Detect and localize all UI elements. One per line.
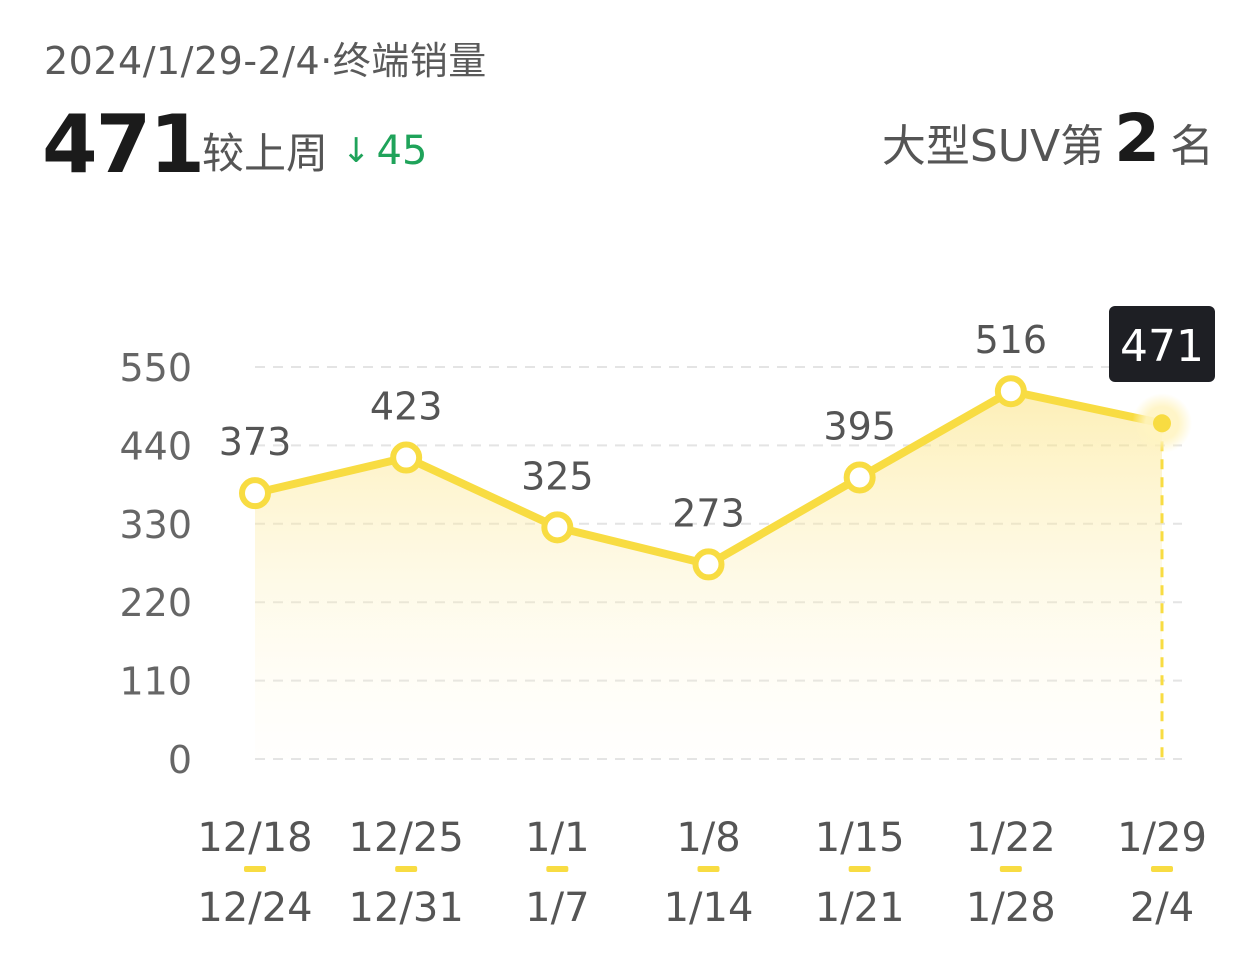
y-tick-label: 110	[119, 660, 192, 704]
data-point	[239, 477, 271, 510]
week-comparison: 较上周 ↓ 45	[202, 120, 427, 181]
x-tick-start: 12/18	[197, 815, 312, 861]
y-tick-label: 440	[119, 424, 192, 468]
x-tick-dash	[848, 866, 871, 872]
tooltip-value: 471	[1120, 321, 1204, 372]
data-label: 373	[219, 420, 292, 464]
data-point	[843, 461, 876, 494]
x-tick-end: 1/28	[966, 885, 1056, 931]
y-tick-label: 220	[119, 581, 192, 625]
data-point	[692, 548, 725, 581]
data-label: 395	[823, 404, 896, 448]
x-tick-dash	[244, 866, 266, 872]
data-label: 516	[975, 318, 1048, 362]
x-tick-start: 1/1	[525, 815, 589, 861]
y-tick-label: 550	[119, 346, 192, 390]
x-tick-dash	[697, 866, 720, 872]
x-tick-end: 12/24	[197, 885, 312, 931]
data-point	[541, 511, 574, 544]
x-tick-dash	[1151, 866, 1173, 872]
y-tick-label: 0	[168, 738, 192, 782]
x-tick-end: 2/4	[1130, 885, 1194, 931]
x-tick-end: 1/7	[525, 885, 589, 931]
x-tick-start: 1/8	[676, 815, 740, 861]
x-tick-dash	[395, 866, 418, 872]
x-tick-start: 1/15	[815, 815, 905, 861]
data-point-highlighted	[1153, 414, 1171, 433]
data-label: 325	[521, 454, 594, 498]
x-tick-start: 1/29	[1117, 815, 1207, 861]
x-tick-dash	[546, 866, 569, 872]
y-tick-label: 330	[119, 503, 192, 547]
data-point	[994, 375, 1027, 408]
compare-label: 较上周	[202, 129, 329, 178]
chart-subtitle: 2024/1/29-2/4·终端销量	[44, 39, 487, 83]
x-tick-end: 1/14	[664, 885, 754, 931]
arrow-down-icon: ↓	[342, 130, 371, 171]
sales-value: 471	[42, 98, 205, 191]
tooltip-box	[1109, 306, 1215, 382]
data-label: 273	[672, 491, 745, 535]
rank-number: 2	[1114, 100, 1160, 177]
rank-suffix: 名	[1170, 121, 1214, 172]
x-tick-start: 12/25	[349, 815, 464, 861]
rank-prefix: 大型SUV第	[881, 121, 1105, 172]
x-tick-end: 12/31	[349, 885, 464, 931]
rank-badge: 大型SUV第 2 名	[882, 100, 1214, 177]
compare-delta: 45	[376, 127, 428, 174]
x-tick-dash	[999, 866, 1022, 872]
x-tick-end: 1/21	[815, 885, 905, 931]
data-label: 423	[370, 385, 443, 429]
data-point	[390, 441, 423, 474]
x-tick-start: 1/22	[966, 815, 1056, 861]
